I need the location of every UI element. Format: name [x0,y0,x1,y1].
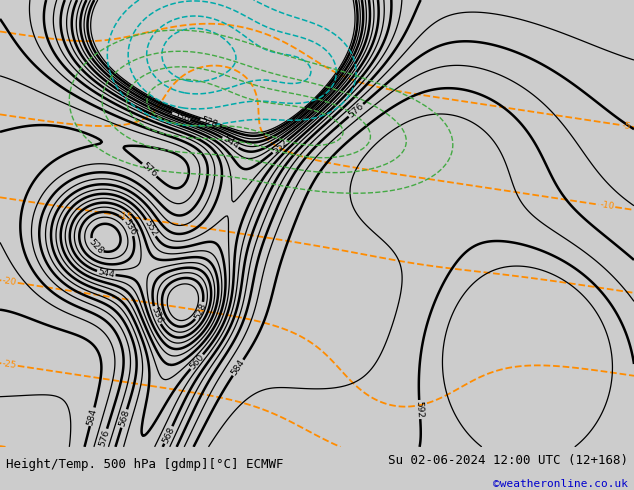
Text: 576: 576 [346,101,365,120]
Text: -10: -10 [599,200,615,211]
Text: 536: 536 [121,218,138,237]
Text: 528: 528 [86,237,105,256]
Text: Su 02-06-2024 12:00 UTC (12+168): Su 02-06-2024 12:00 UTC (12+168) [387,454,628,467]
Text: 584: 584 [230,358,247,377]
Text: 592: 592 [415,401,425,418]
Text: ©weatheronline.co.uk: ©weatheronline.co.uk [493,479,628,489]
Text: 552: 552 [271,138,290,155]
Text: 584: 584 [86,407,98,426]
Text: 536: 536 [171,109,191,123]
Text: 528: 528 [200,116,219,130]
Text: 568: 568 [117,409,131,428]
Text: -5: -5 [621,121,631,131]
Text: 568: 568 [160,425,176,444]
Text: 536: 536 [150,306,164,325]
Text: 544: 544 [221,134,240,151]
Text: 560: 560 [188,352,206,371]
Text: 552: 552 [143,219,159,238]
Text: 576: 576 [98,428,111,447]
Text: Height/Temp. 500 hPa [gdmp][°C] ECMWF: Height/Temp. 500 hPa [gdmp][°C] ECMWF [6,459,284,471]
Text: -25: -25 [2,359,18,370]
Text: -20: -20 [2,276,18,287]
Text: -15: -15 [117,211,134,222]
Text: 544: 544 [97,268,115,280]
Text: 528: 528 [193,301,208,320]
Text: 576: 576 [140,161,158,179]
